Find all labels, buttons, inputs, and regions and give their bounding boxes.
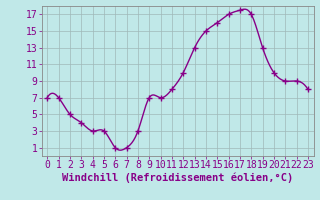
X-axis label: Windchill (Refroidissement éolien,°C): Windchill (Refroidissement éolien,°C) — [62, 173, 293, 183]
